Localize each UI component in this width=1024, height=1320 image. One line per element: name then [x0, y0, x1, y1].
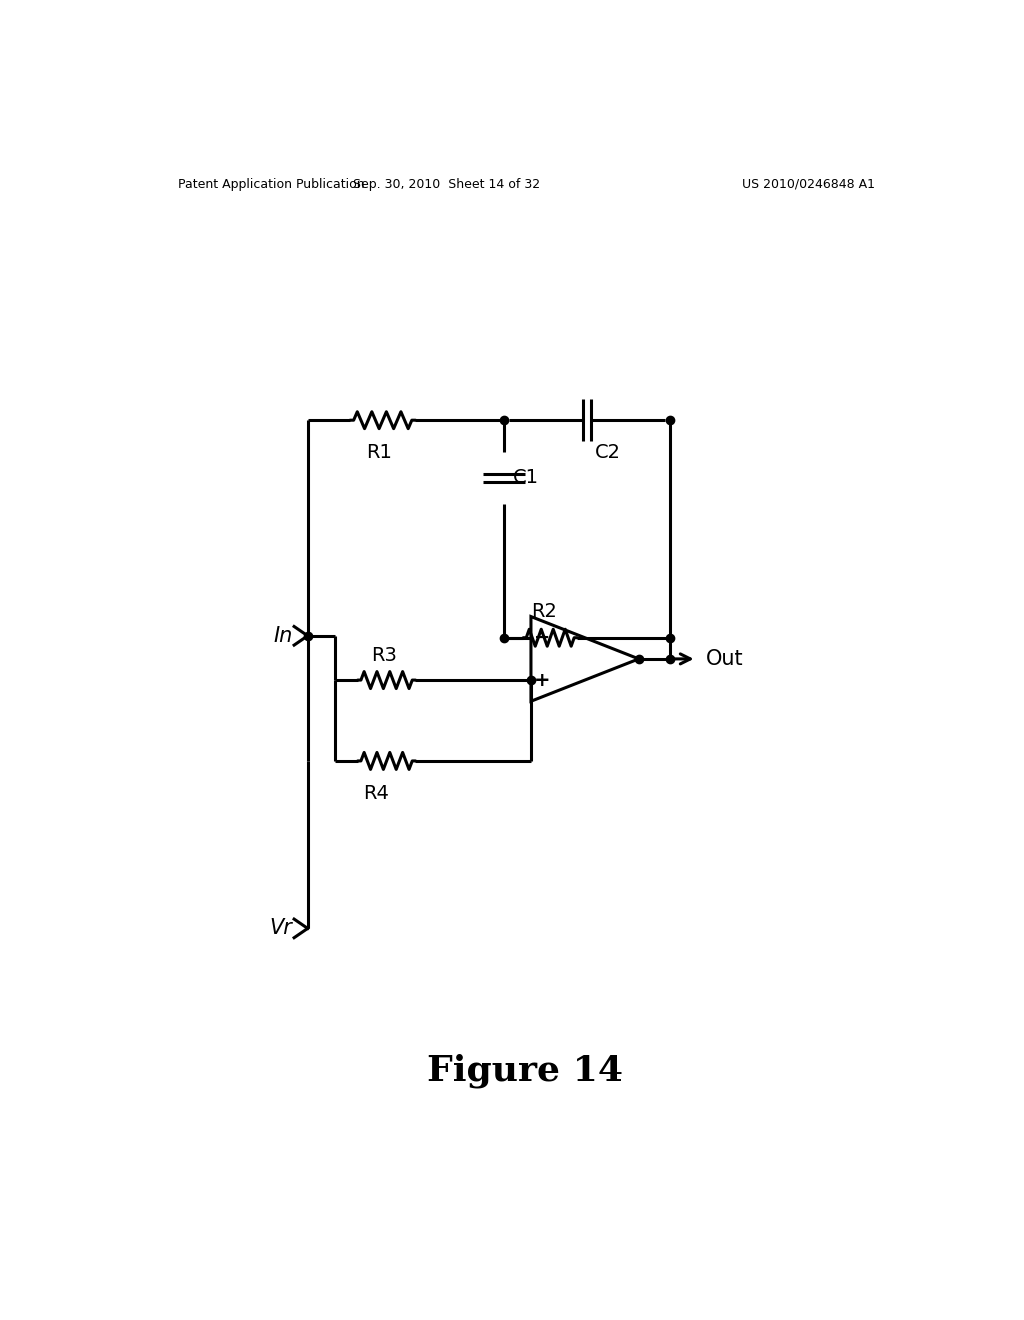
Text: R1: R1: [366, 444, 392, 462]
Text: R4: R4: [364, 784, 389, 803]
Text: Figure 14: Figure 14: [427, 1053, 623, 1088]
Text: In: In: [273, 626, 293, 645]
Text: Out: Out: [706, 649, 743, 669]
Text: Patent Application Publication: Patent Application Publication: [178, 178, 365, 190]
Text: −: −: [535, 628, 551, 647]
Text: Sep. 30, 2010  Sheet 14 of 32: Sep. 30, 2010 Sheet 14 of 32: [352, 178, 540, 190]
Text: R2: R2: [531, 602, 557, 620]
Text: C1: C1: [513, 469, 540, 487]
Text: US 2010/0246848 A1: US 2010/0246848 A1: [741, 178, 874, 190]
Text: +: +: [535, 671, 551, 689]
Text: R3: R3: [371, 645, 397, 665]
Text: Vr: Vr: [269, 919, 293, 939]
Text: C2: C2: [595, 444, 621, 462]
